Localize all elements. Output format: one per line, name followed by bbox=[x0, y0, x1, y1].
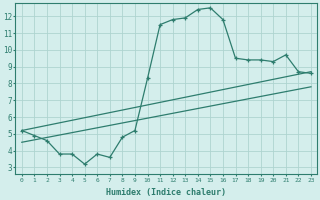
X-axis label: Humidex (Indice chaleur): Humidex (Indice chaleur) bbox=[106, 188, 226, 197]
